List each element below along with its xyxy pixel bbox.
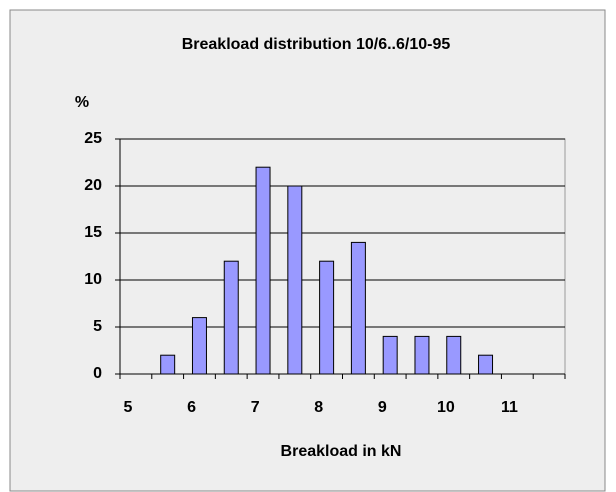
- bar: [478, 354, 494, 375]
- x-axis-label: Breakload in kN: [281, 443, 402, 460]
- x-tick-label: 10: [437, 399, 455, 416]
- y-tick-label: 0: [93, 365, 102, 382]
- x-tick-label: 11: [501, 399, 518, 416]
- y-tick-label: 5: [93, 318, 102, 335]
- bar: [191, 317, 207, 375]
- chart-title: Breakload distribution 10/6..6/10-95: [182, 36, 451, 53]
- x-tick-label: 8: [314, 399, 323, 416]
- y-tick-label: 20: [84, 177, 102, 194]
- x-tick-label: 7: [251, 399, 260, 416]
- bar: [382, 335, 398, 375]
- y-tick-label: 15: [84, 224, 102, 241]
- bar: [350, 241, 366, 375]
- x-tick-label: 5: [124, 399, 133, 416]
- y-tick-label: 25: [84, 130, 102, 147]
- y-axis-label: %: [75, 94, 89, 111]
- bar: [446, 335, 462, 375]
- x-tick-label: 6: [187, 399, 196, 416]
- bar: [160, 354, 176, 375]
- bar: [223, 260, 239, 375]
- bar: [255, 166, 271, 375]
- plot-area: [119, 138, 566, 375]
- y-tick-label: 10: [84, 271, 102, 288]
- x-tick-label: 9: [378, 399, 387, 416]
- bar: [287, 185, 303, 375]
- bar: [414, 335, 430, 375]
- bar: [319, 260, 335, 375]
